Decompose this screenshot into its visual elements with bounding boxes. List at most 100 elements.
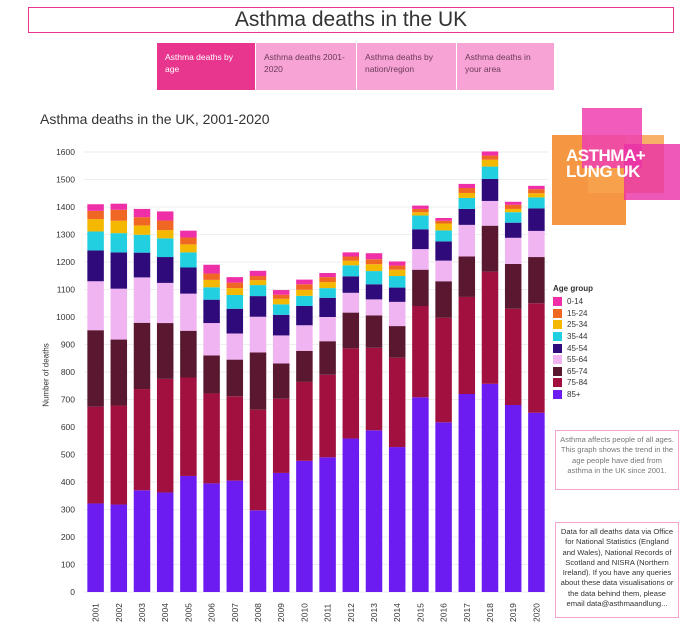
bar-segment-15-24-2006[interactable]: [203, 273, 220, 280]
bar-segment-35-44-2011[interactable]: [319, 288, 336, 298]
bar-segment-85+-2010[interactable]: [296, 460, 313, 592]
bar-segment-35-44-2016[interactable]: [435, 230, 452, 242]
bar-segment-15-24-2002[interactable]: [110, 209, 128, 221]
bar-segment-15-24-2008[interactable]: [249, 276, 267, 281]
bar-segment-75-84-2018[interactable]: [481, 271, 499, 384]
bar-segment-15-24-2020[interactable]: [528, 189, 545, 194]
bar-stack-2002[interactable]: [110, 203, 128, 592]
bar-segment-65-74-2018[interactable]: [481, 225, 499, 272]
bar-segment-15-24-2011[interactable]: [319, 277, 336, 283]
bar-segment-75-84-2020[interactable]: [528, 303, 545, 413]
bar-segment-15-24-2012[interactable]: [342, 256, 360, 261]
bar-stack-2020[interactable]: [528, 185, 545, 592]
bar-segment-55-64-2013[interactable]: [365, 299, 383, 316]
bar-segment-25-34-2001[interactable]: [87, 219, 104, 232]
bar-segment-45-54-2010[interactable]: [296, 306, 313, 326]
bar-segment-25-34-2005[interactable]: [180, 244, 197, 253]
bar-segment-85+-2014[interactable]: [388, 447, 406, 592]
bar-segment-45-54-2008[interactable]: [249, 296, 267, 317]
bar-segment-75-84-2012[interactable]: [342, 348, 360, 439]
bar-segment-35-44-2002[interactable]: [110, 233, 128, 253]
bar-segment-45-54-2017[interactable]: [458, 208, 476, 225]
bar-segment-55-64-2015[interactable]: [412, 249, 429, 270]
bar-segment-35-44-2008[interactable]: [249, 285, 267, 297]
bar-segment-25-34-2006[interactable]: [203, 279, 220, 288]
bar-segment-35-44-2012[interactable]: [342, 265, 360, 277]
bar-segment-35-44-2006[interactable]: [203, 287, 220, 300]
bar-segment-55-64-2017[interactable]: [458, 224, 476, 257]
bar-stack-2015[interactable]: [412, 205, 429, 592]
bar-segment-35-44-2007[interactable]: [226, 295, 244, 309]
bar-segment-55-64-2006[interactable]: [203, 323, 220, 356]
bar-segment-65-74-2009[interactable]: [272, 363, 290, 399]
bar-segment-0-14-2006[interactable]: [203, 264, 220, 274]
bar-segment-55-64-2001[interactable]: [87, 281, 104, 331]
bar-segment-15-24-2007[interactable]: [226, 282, 244, 289]
bar-segment-25-34-2013[interactable]: [365, 264, 383, 272]
bar-segment-65-74-2004[interactable]: [156, 323, 174, 379]
legend-item-0-14[interactable]: 0-14: [553, 296, 593, 308]
bar-segment-15-24-2018[interactable]: [481, 155, 499, 160]
bar-segment-25-34-2018[interactable]: [481, 159, 499, 167]
bar-segment-15-24-2003[interactable]: [133, 217, 151, 226]
bar-segment-85+-2012[interactable]: [342, 438, 360, 592]
bar-segment-35-44-2018[interactable]: [481, 166, 499, 179]
bar-segment-35-44-2017[interactable]: [458, 197, 476, 209]
bar-segment-85+-2006[interactable]: [203, 483, 220, 592]
bar-segment-75-84-2007[interactable]: [226, 396, 244, 481]
bar-segment-35-44-2010[interactable]: [296, 295, 313, 306]
legend-item-75-84[interactable]: 75-84: [553, 377, 593, 389]
bar-stack-2006[interactable]: [203, 264, 220, 592]
bar-segment-55-64-2002[interactable]: [110, 288, 128, 340]
bar-segment-25-34-2002[interactable]: [110, 220, 128, 234]
legend-item-25-34[interactable]: 25-34: [553, 319, 593, 331]
bar-segment-85+-2016[interactable]: [435, 422, 452, 592]
bar-segment-35-44-2020[interactable]: [528, 197, 545, 209]
bar-segment-15-24-2001[interactable]: [87, 210, 104, 220]
legend-item-85+[interactable]: 85+: [553, 389, 593, 401]
bar-segment-75-84-2005[interactable]: [180, 377, 197, 476]
bar-segment-75-84-2009[interactable]: [272, 398, 290, 473]
bar-segment-0-14-2011[interactable]: [319, 273, 336, 278]
bar-segment-15-24-2019[interactable]: [504, 204, 522, 209]
bar-segment-85+-2013[interactable]: [365, 430, 383, 592]
bar-stack-2003[interactable]: [133, 208, 151, 592]
bar-segment-55-64-2012[interactable]: [342, 292, 360, 313]
bar-segment-85+-2008[interactable]: [249, 510, 267, 592]
bar-segment-85+-2005[interactable]: [180, 475, 197, 592]
bar-segment-85+-2003[interactable]: [133, 490, 151, 592]
bar-segment-25-34-2012[interactable]: [342, 260, 360, 266]
bar-segment-65-74-2001[interactable]: [87, 330, 104, 407]
bar-segment-15-24-2005[interactable]: [180, 237, 197, 245]
bar-segment-35-44-2004[interactable]: [156, 238, 174, 258]
bar-segment-45-54-2014[interactable]: [388, 287, 406, 302]
bar-segment-75-84-2013[interactable]: [365, 347, 383, 431]
bar-segment-55-64-2019[interactable]: [504, 237, 522, 264]
bar-segment-55-64-2011[interactable]: [319, 317, 336, 342]
bar-segment-75-84-2004[interactable]: [156, 378, 174, 493]
tab-deaths-by-age[interactable]: Asthma deaths by age: [157, 43, 256, 90]
bar-segment-45-54-2015[interactable]: [412, 229, 429, 250]
bar-segment-25-34-2019[interactable]: [504, 208, 522, 213]
bar-segment-45-54-2013[interactable]: [365, 284, 383, 300]
bar-segment-85+-2004[interactable]: [156, 492, 174, 592]
bar-segment-85+-2018[interactable]: [481, 383, 499, 592]
bar-segment-75-84-2010[interactable]: [296, 381, 313, 461]
bar-segment-45-54-2004[interactable]: [156, 257, 174, 283]
bar-stack-2009[interactable]: [272, 290, 290, 592]
bar-segment-35-44-2005[interactable]: [180, 252, 197, 268]
bar-segment-15-24-2014[interactable]: [388, 265, 406, 270]
bar-segment-0-14-2004[interactable]: [156, 211, 174, 221]
bar-segment-55-64-2004[interactable]: [156, 282, 174, 324]
bar-segment-15-24-2009[interactable]: [272, 294, 290, 299]
bar-segment-85+-2015[interactable]: [412, 397, 429, 592]
bar-segment-75-84-2019[interactable]: [504, 308, 522, 405]
bar-segment-75-84-2008[interactable]: [249, 409, 267, 511]
bar-stack-2007[interactable]: [226, 277, 244, 592]
bar-segment-15-24-2004[interactable]: [156, 220, 174, 231]
bar-segment-45-54-2003[interactable]: [133, 252, 151, 278]
bar-segment-0-14-2016[interactable]: [435, 218, 452, 221]
bar-segment-55-64-2009[interactable]: [272, 335, 290, 364]
bar-stack-2014[interactable]: [388, 261, 406, 592]
bar-segment-85+-2019[interactable]: [504, 405, 522, 592]
